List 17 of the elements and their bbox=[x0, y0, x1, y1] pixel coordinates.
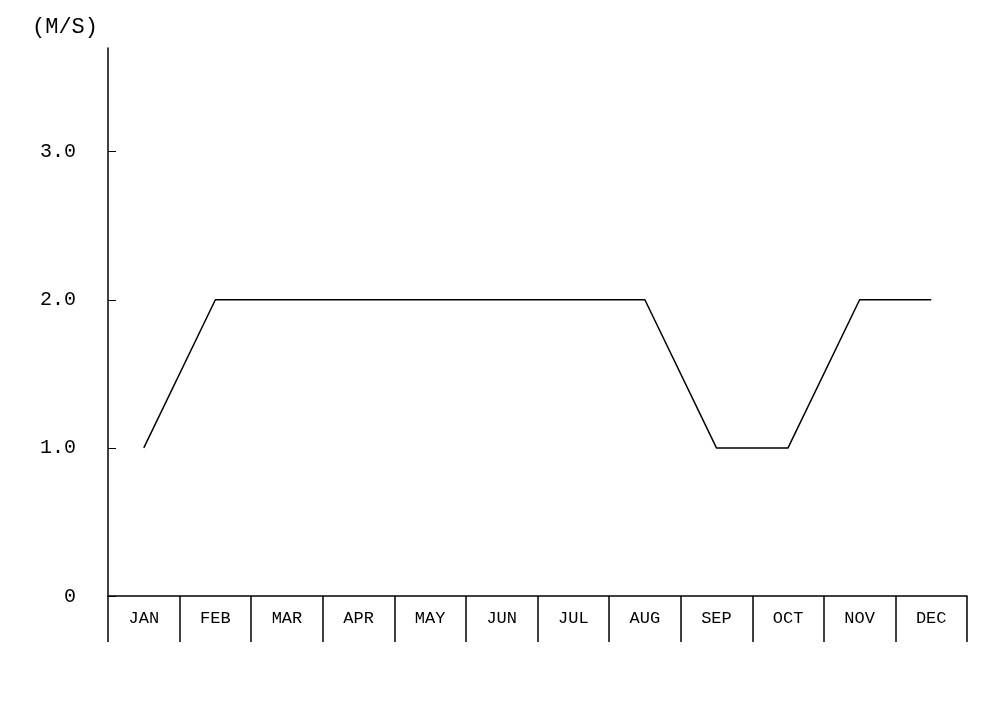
y-tick-label: 3.0 bbox=[39, 140, 76, 164]
x-tick-label: JUN bbox=[486, 609, 518, 628]
x-tick-label: DEC bbox=[915, 609, 947, 628]
x-tick-label: OCT bbox=[772, 609, 804, 628]
x-tick-label: MAR bbox=[271, 609, 303, 628]
x-tick-label: SEP bbox=[701, 609, 732, 628]
x-tick-label: AUG bbox=[629, 609, 661, 628]
x-tick-label: FEB bbox=[200, 609, 231, 628]
y-tick-label: 2.0 bbox=[39, 288, 76, 312]
y-tick-label: 0 bbox=[63, 584, 76, 608]
x-tick-label: NOV bbox=[844, 609, 876, 628]
y-axis-title: (M/S) bbox=[31, 14, 98, 40]
x-tick-label: APR bbox=[343, 609, 374, 628]
x-tick-label: MAY bbox=[414, 609, 446, 628]
x-tick-label: JAN bbox=[128, 609, 160, 628]
y-tick-label: 1.0 bbox=[39, 436, 76, 460]
x-tick-label: JUL bbox=[557, 609, 589, 628]
